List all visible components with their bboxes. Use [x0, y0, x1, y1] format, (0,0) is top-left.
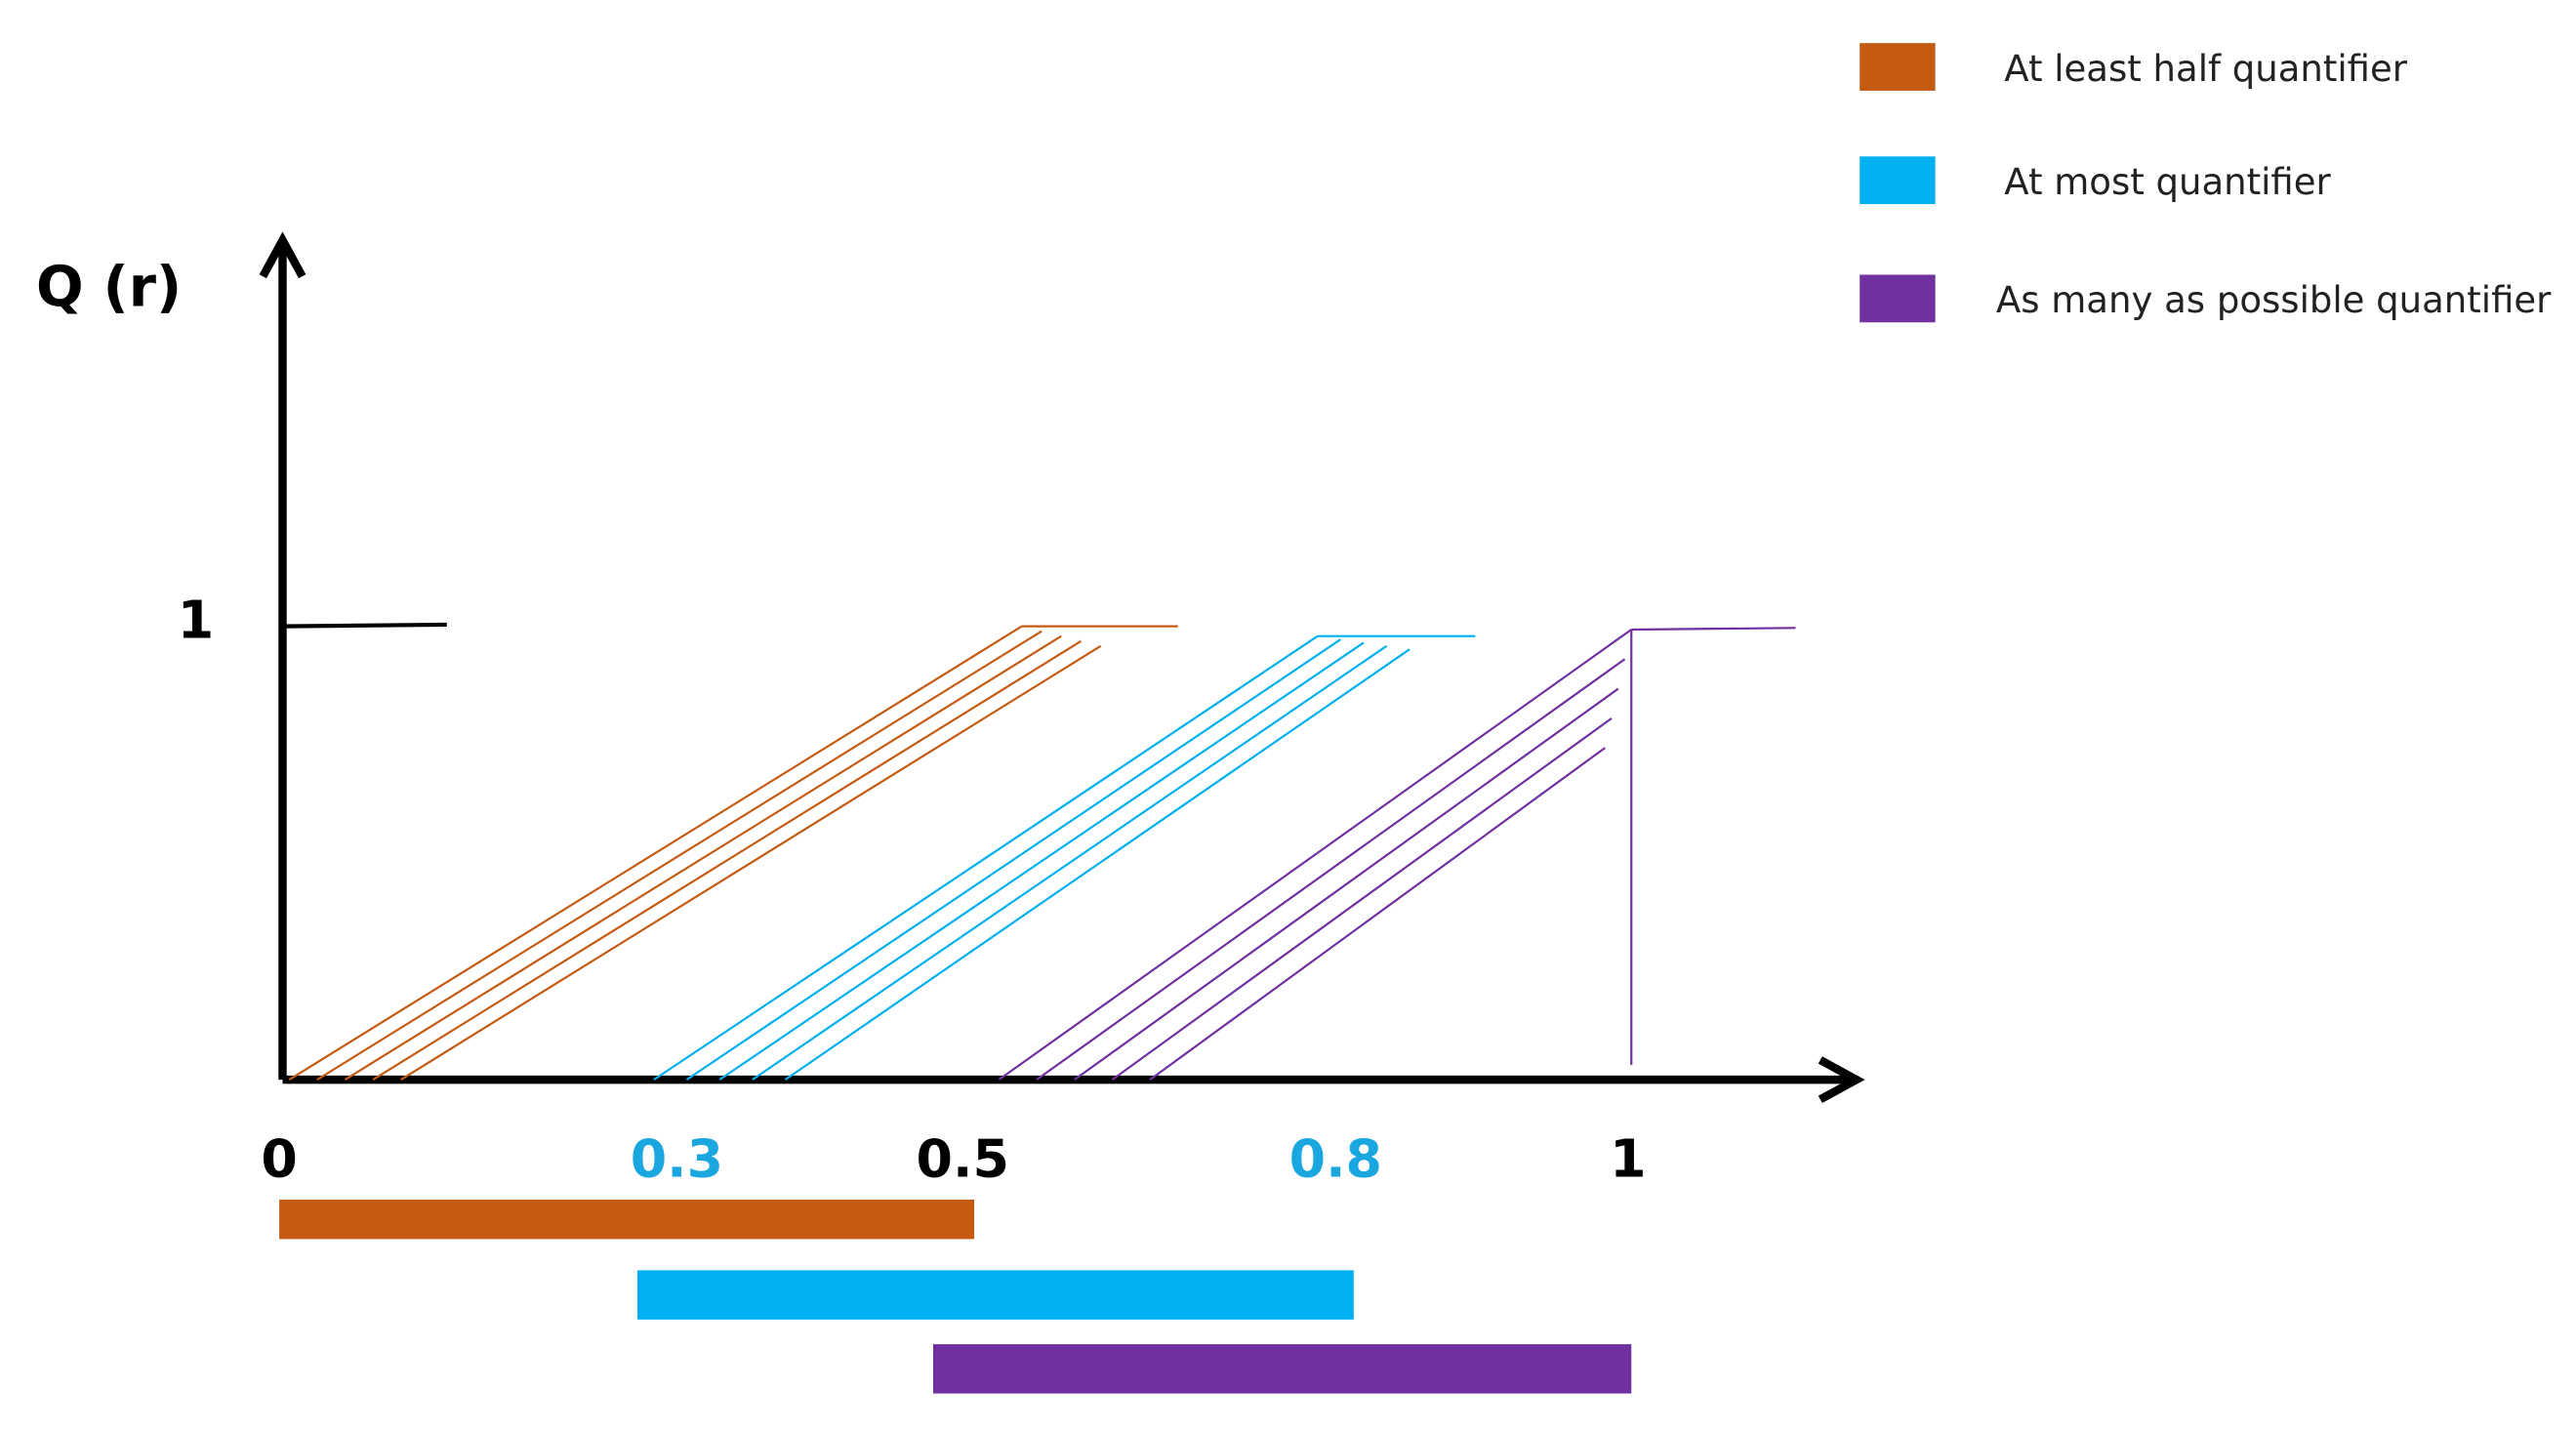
x-tick-label: 0	[261, 1127, 297, 1189]
ramp-line	[718, 641, 1365, 1082]
ramp-line	[685, 638, 1341, 1082]
ramp-line	[1111, 716, 1613, 1082]
legend-swatch	[1860, 274, 1936, 323]
legend-label: At most quantifier	[2004, 161, 2331, 203]
ramp-line	[653, 634, 1319, 1082]
ramp-line	[372, 639, 1083, 1082]
legend-label: At least half quantifier	[2004, 48, 2407, 90]
ramp-line	[752, 644, 1388, 1082]
ramp-line	[998, 629, 1632, 1082]
ramp-line	[1074, 687, 1619, 1082]
ramp-line	[1036, 658, 1626, 1082]
legend-label: As many as possible quantifier	[1996, 279, 2552, 321]
y-tick-label: 1	[178, 589, 214, 650]
ramp-line	[316, 630, 1043, 1082]
y-arrow	[259, 231, 307, 279]
x-tick-label: 0.5	[917, 1127, 1009, 1189]
ramp-line	[784, 648, 1411, 1082]
y-axis-label: Q (r)	[36, 255, 182, 319]
x-tick-label: 0.8	[1289, 1127, 1382, 1189]
ramp-line	[1149, 747, 1606, 1082]
x-tick-label: 0.3	[631, 1127, 723, 1189]
range-bar	[637, 1270, 1354, 1320]
plateau	[1631, 627, 1796, 632]
x-tick-label: 1	[1610, 1127, 1646, 1189]
y-one-mark	[282, 622, 447, 629]
ramp-line	[400, 644, 1102, 1082]
range-bar	[279, 1199, 975, 1240]
legend-swatch	[1860, 156, 1936, 205]
ramp-line	[344, 634, 1062, 1082]
ramp-line	[288, 625, 1023, 1082]
range-bar	[932, 1344, 1632, 1394]
x-arrow	[1818, 1056, 1865, 1104]
legend-swatch	[1860, 43, 1936, 91]
